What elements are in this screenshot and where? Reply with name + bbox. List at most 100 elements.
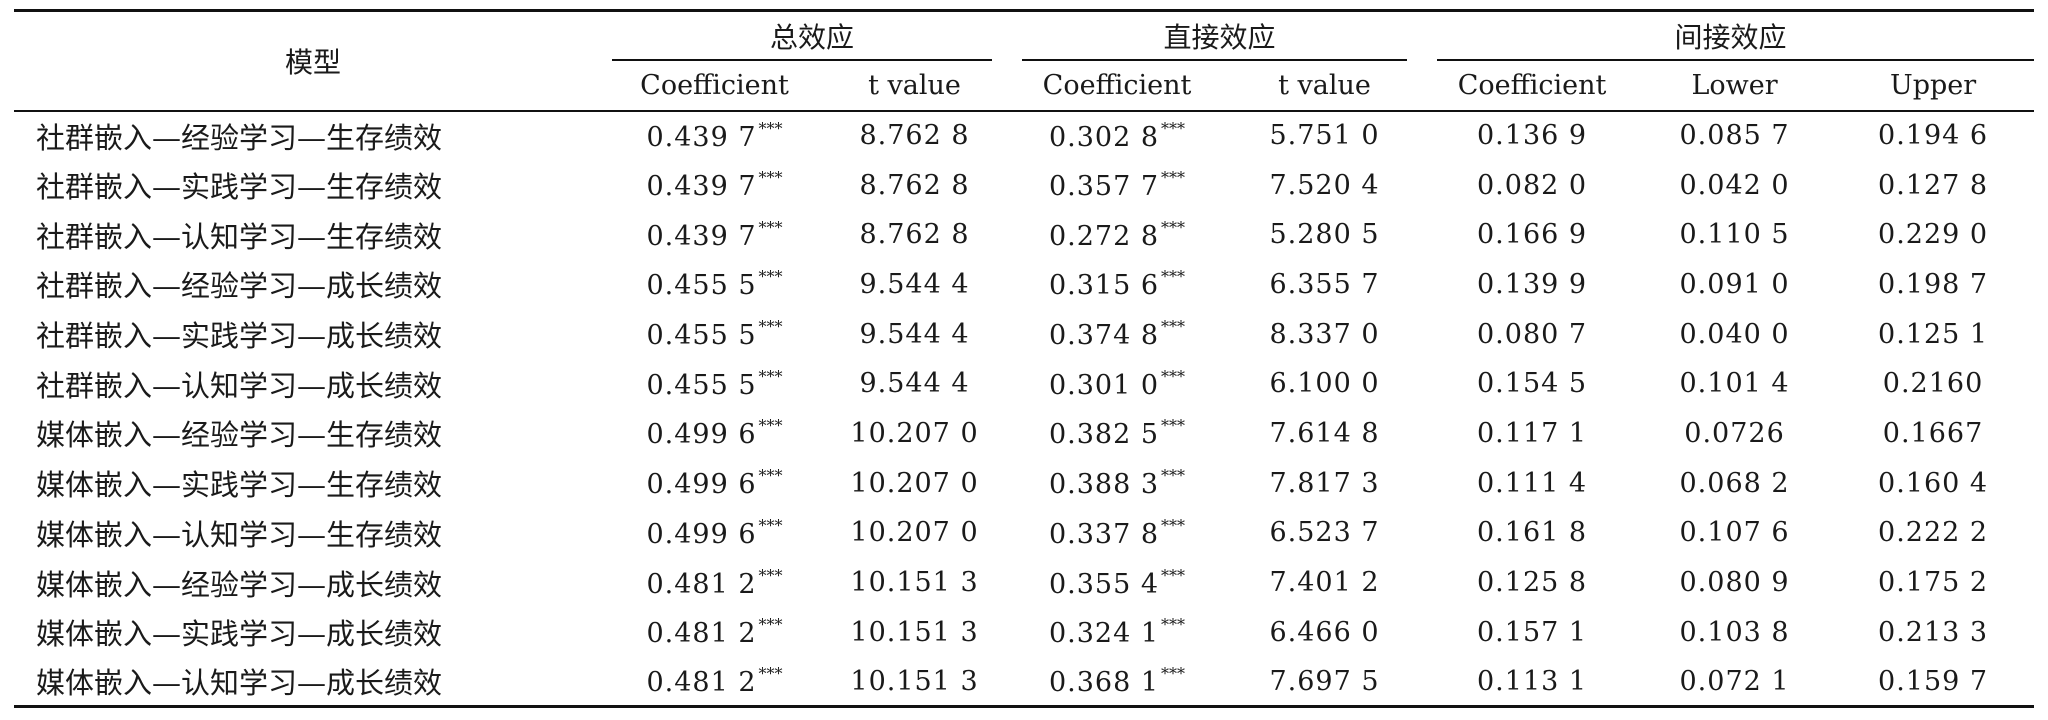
significance-marker: ***: [758, 615, 783, 635]
cell-value: 0.213 3: [1878, 616, 1989, 648]
cell-total-t-value: 10.207 0: [817, 508, 1012, 558]
group-label: 直接效应: [1163, 21, 1276, 55]
cell-value: 0.161 8: [1477, 517, 1588, 549]
group-header-direct-effect: 直接效应: [1012, 9, 1428, 61]
cell-value: 0.175 2: [1878, 567, 1989, 599]
cell-value: 媒体嵌入—认知学习—生存绩效: [36, 517, 443, 552]
cell-value: 0.499 6: [646, 518, 757, 550]
cell-indirect-upper: 0.2160: [1832, 359, 2034, 409]
cell-indirect-coefficient: 0.139 9: [1427, 260, 1637, 310]
cell-value: 9.544 4: [859, 318, 970, 350]
significance-marker: ***: [758, 466, 783, 486]
cell-model: 社群嵌入—经验学习—生存绩效: [14, 111, 612, 161]
table-row: 媒体嵌入—实践学习—成长绩效 0.481 2 *** 10.151 3 0.324 1 *…: [14, 607, 2034, 657]
cell-model: 媒体嵌入—经验学习—成长绩效: [14, 558, 612, 608]
cell-value: 0.439 7: [646, 171, 757, 203]
cell-value: 7.697 5: [1269, 665, 1380, 697]
cell-model: 社群嵌入—认知学习—成长绩效: [14, 359, 612, 409]
cell-value: 0.072 1: [1679, 665, 1790, 697]
cell-direct-coefficient: 0.302 8 ***: [1012, 111, 1222, 161]
cell-total-coefficient: 0.499 6 ***: [612, 508, 817, 558]
cell-value: 社群嵌入—经验学习—生存绩效: [36, 120, 443, 155]
group-header-total-effect: 总效应: [612, 9, 1013, 61]
cell-model: 媒体嵌入—认知学习—成长绩效: [14, 657, 612, 709]
cell-value: 0.080 7: [1477, 318, 1588, 350]
cell-value: 0.272 8: [1048, 220, 1160, 252]
table-header-groups: 模型 总效应 直接效应 间接效应: [14, 9, 2035, 112]
cell-value: 0.068 2: [1679, 467, 1790, 499]
cell-model: 社群嵌入—实践学习—生存绩效: [14, 160, 612, 210]
significance-marker: ***: [758, 515, 783, 535]
group-label: 总效应: [770, 21, 855, 55]
cell-value: 社群嵌入—认知学习—生存绩效: [36, 219, 443, 254]
table-row: 社群嵌入—认知学习—成长绩效 0.455 5 *** 9.544 4 0.301 0 **…: [14, 359, 2034, 409]
cell-value: 6.523 7: [1269, 517, 1380, 549]
cell-value: 社群嵌入—经验学习—成长绩效: [36, 269, 443, 304]
cell-total-coefficient: 0.439 7 ***: [612, 160, 817, 210]
cell-model: 媒体嵌入—认知学习—生存绩效: [14, 508, 612, 558]
cell-value: 0.455 5: [646, 369, 757, 401]
significance-marker: ***: [1161, 466, 1186, 486]
table-header-columns: Coefficient t value Coefficient t value …: [14, 60, 2035, 112]
significance-marker: ***: [1161, 615, 1186, 635]
cell-value: 0.091 0: [1679, 268, 1790, 300]
cell-value: 0.110 5: [1679, 219, 1790, 251]
cell-direct-t-value: 7.697 5: [1222, 657, 1428, 709]
cell-value: 0.125 1: [1878, 318, 1989, 350]
cell-value: 0.222 2: [1878, 517, 1989, 549]
cell-total-t-value: 10.207 0: [817, 409, 1012, 459]
cell-direct-coefficient: 0.272 8 ***: [1012, 210, 1222, 260]
cell-indirect-coefficient: 0.125 8: [1427, 558, 1637, 608]
table-row: 媒体嵌入—实践学习—生存绩效 0.499 6 *** 10.207 0 0.388 3 *…: [14, 458, 2034, 508]
cell-total-coefficient: 0.481 2 ***: [612, 607, 817, 657]
cell-value: 0.499 6: [646, 419, 757, 451]
cell-value: 7.817 3: [1269, 467, 1380, 499]
cell-value: 9.544 4: [859, 368, 970, 400]
cell-total-t-value: 10.151 3: [817, 558, 1012, 608]
cell-value: 7.520 4: [1269, 169, 1380, 201]
cell-total-t-value: 9.544 4: [817, 260, 1012, 310]
cell-direct-t-value: 5.280 5: [1222, 210, 1427, 260]
cell-direct-coefficient: 0.301 0 ***: [1012, 359, 1222, 409]
cell-direct-coefficient: 0.382 5 ***: [1012, 409, 1222, 459]
cell-direct-t-value: 6.523 7: [1222, 508, 1427, 558]
cell-model: 媒体嵌入—实践学习—成长绩效: [14, 607, 612, 657]
mediation-effect-table: 模型 总效应 直接效应 间接效应 Coefficient t value Coe…: [14, 9, 2035, 709]
cell-total-t-value: 9.544 4: [817, 359, 1012, 409]
cell-value: 6.355 7: [1269, 268, 1380, 300]
group-underline: [1437, 58, 2035, 61]
cell-value: 0.229 0: [1878, 219, 1989, 251]
cell-indirect-upper: 0.222 2: [1832, 508, 2034, 558]
cell-value: 0.302 8: [1048, 121, 1160, 153]
cell-direct-t-value: 7.401 2: [1222, 558, 1427, 608]
cell-value: 8.762 8: [859, 219, 970, 251]
cell-value: 0.355 4: [1048, 568, 1160, 600]
cell-indirect-lower: 0.085 7: [1637, 111, 1832, 161]
cell-indirect-lower: 0.040 0: [1637, 309, 1832, 359]
cell-value: 10.207 0: [850, 517, 979, 549]
col-total-coefficient: Coefficient: [612, 60, 817, 112]
table-row: 社群嵌入—实践学习—成长绩效 0.455 5 *** 9.544 4 0.374 8 **…: [14, 309, 2034, 359]
cell-value: 0.139 9: [1477, 268, 1588, 300]
group-label: 间接效应: [1674, 21, 1787, 55]
cell-direct-t-value: 7.614 8: [1222, 409, 1427, 459]
group-underline: [612, 58, 993, 61]
cell-indirect-lower: 0.110 5: [1637, 210, 1832, 260]
cell-value: 媒体嵌入—经验学习—生存绩效: [36, 418, 443, 453]
table-row: 媒体嵌入—认知学习—生存绩效 0.499 6 *** 10.207 0 0.337 8 *…: [14, 508, 2034, 558]
cell-value: 0.113 1: [1477, 665, 1588, 697]
cell-value: 10.207 0: [850, 467, 979, 499]
cell-indirect-lower: 0.042 0: [1637, 160, 1832, 210]
cell-indirect-coefficient: 0.117 1: [1427, 409, 1637, 459]
cell-direct-coefficient: 0.337 8 ***: [1012, 508, 1222, 558]
cell-direct-coefficient: 0.315 6 ***: [1012, 260, 1222, 310]
cell-indirect-upper: 0.159 7: [1832, 657, 2035, 709]
table-row: 媒体嵌入—经验学习—成长绩效 0.481 2 *** 10.151 3 0.355 4 *…: [14, 558, 2034, 608]
cell-indirect-lower: 0.103 8: [1637, 607, 1832, 657]
col-total-t-value: t value: [817, 60, 1013, 112]
cell-value: 0.042 0: [1679, 169, 1790, 201]
cell-model: 社群嵌入—实践学习—成长绩效: [14, 309, 612, 359]
cell-value: 社群嵌入—认知学习—成长绩效: [36, 368, 443, 403]
cell-value: 0.324 1: [1048, 618, 1160, 650]
cell-value: 0.499 6: [646, 469, 757, 501]
